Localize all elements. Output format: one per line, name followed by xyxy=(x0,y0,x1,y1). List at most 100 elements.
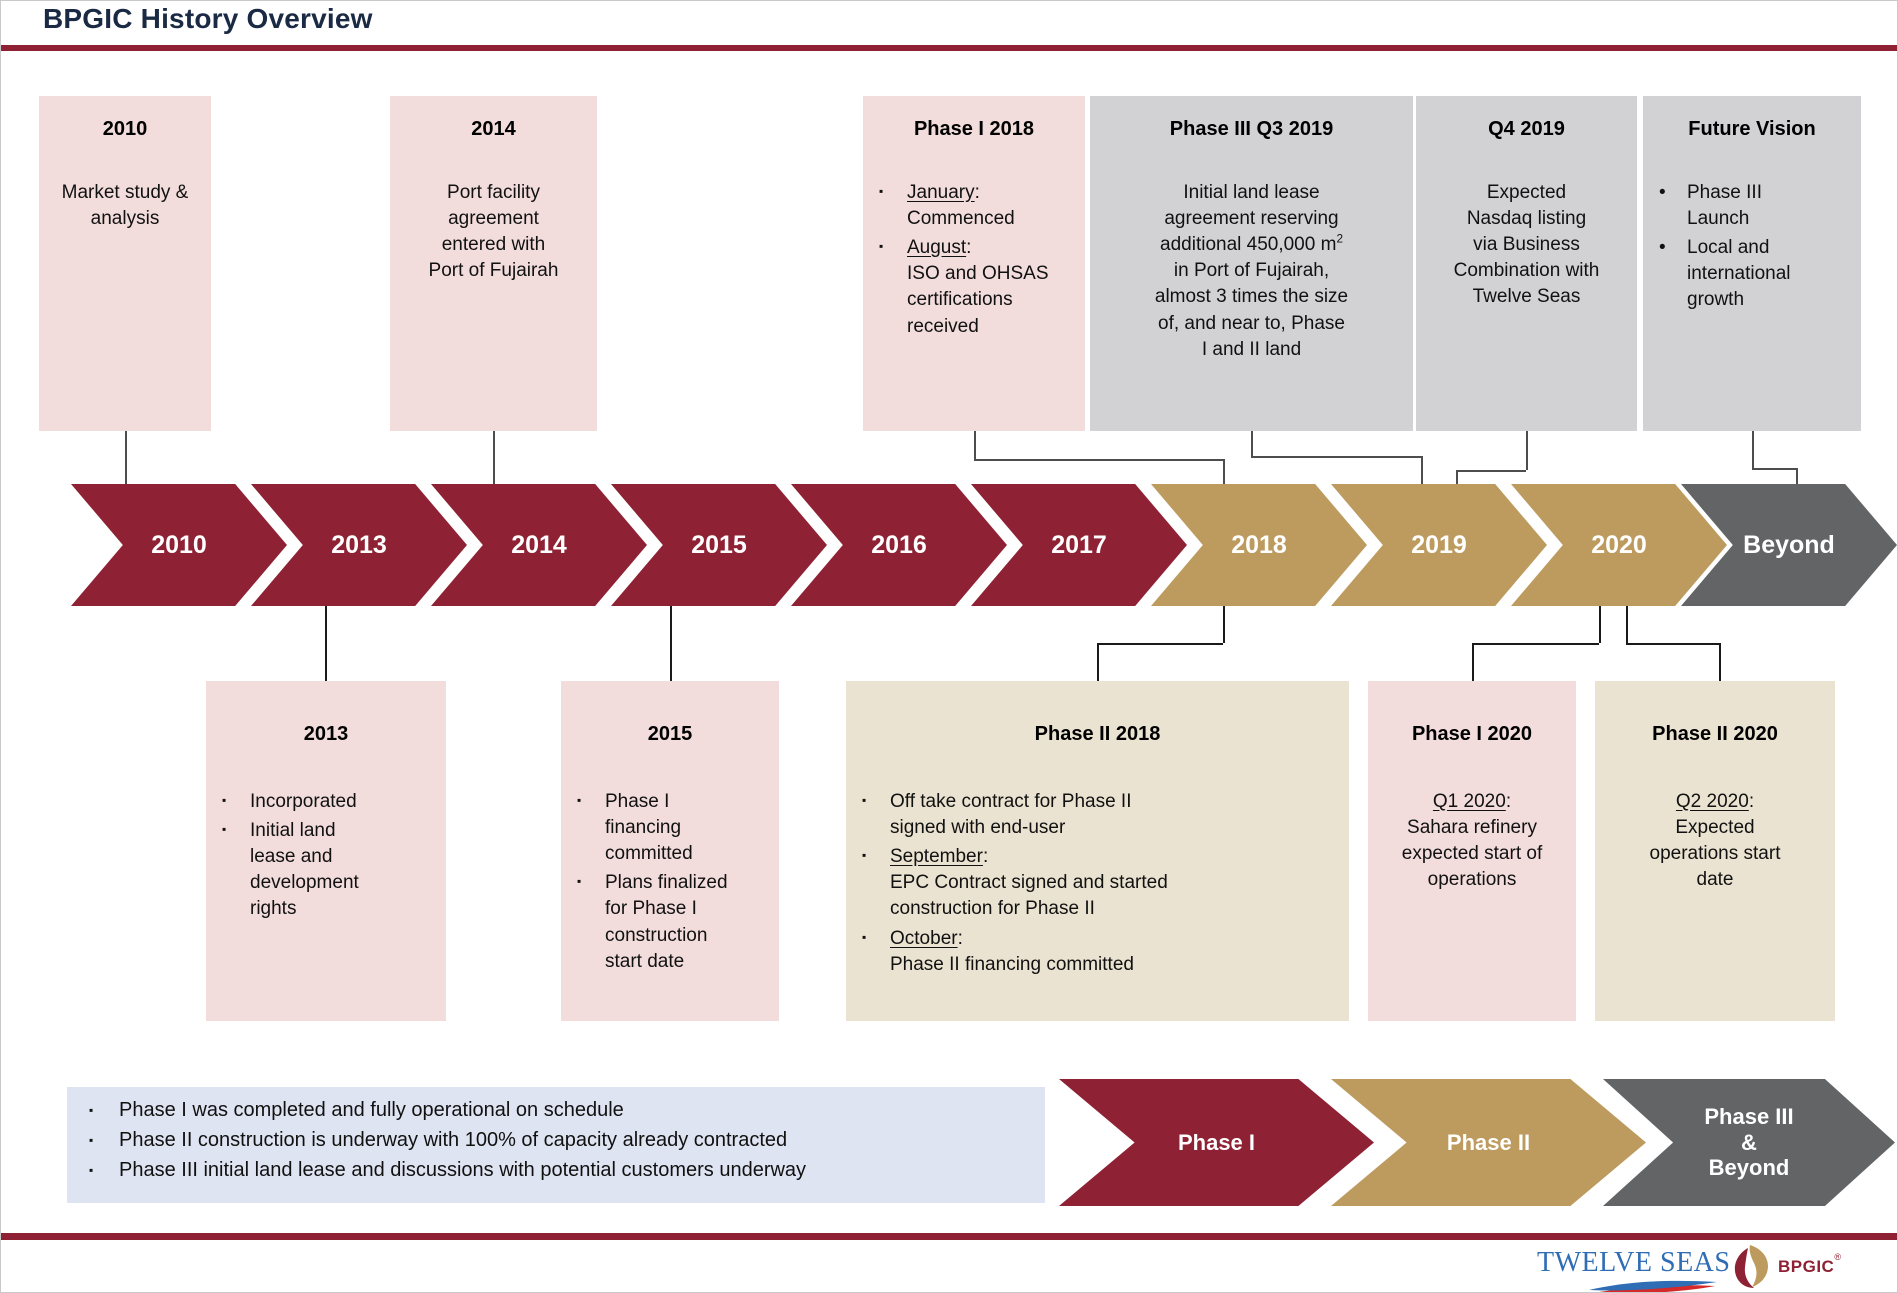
summary-bullet-text: Phase III initial land lease and discuss… xyxy=(119,1159,807,1181)
phase-arrow-3: Phase III & Beyond xyxy=(1603,1079,1895,1206)
phase-arrow-label: Phase III & Beyond xyxy=(1704,1103,1794,1181)
bullet-text: Initial land lease and development rights xyxy=(250,819,359,920)
timeline-chevron-label: 2020 xyxy=(1591,530,1647,559)
connector-line xyxy=(670,606,672,681)
bullet-text: January: Commenced xyxy=(907,181,1015,229)
summary-bullet: ▪ Phase II construction is underway with … xyxy=(89,1129,1035,1152)
bullet-text: Local and international growth xyxy=(1687,237,1791,311)
top-box-future_vision: Future Vision • Phase III Launch • Local and i… xyxy=(1643,96,1861,431)
connector-line xyxy=(1456,470,1526,472)
timeline-chevron-label: Beyond xyxy=(1743,530,1835,559)
bottom-box-phase1_2020-title: Phase I 2020 xyxy=(1411,723,1533,745)
top-box-q4_2019-title: Q4 2019 xyxy=(1488,118,1565,140)
connector-line xyxy=(1626,606,1628,643)
top-box-y2010-title: 2010 xyxy=(102,118,148,140)
summary-bullet: ▪ Phase I was completed and fully operati… xyxy=(89,1099,1035,1122)
bullet-marker: ▪ xyxy=(577,792,582,807)
top-box-phase1_2018-title: Phase I 2018 xyxy=(913,118,1035,140)
twelve-seas-logo: TWELVE SEAS xyxy=(1537,1247,1731,1292)
bottom-box-y2013-title: 2013 xyxy=(303,723,349,745)
bullet-item: ▪ Incorporated xyxy=(222,789,440,815)
bottom-box-phase2_2018: Phase II 2018 ▪ Off take contract for Phas… xyxy=(846,681,1349,1021)
summary-list: ▪ Phase I was completed and fully operati… xyxy=(89,1099,1035,1182)
bullet-item: ▪ August: ISO and OHSAS certifications rec… xyxy=(879,235,1079,340)
bpgic-logo-text: BPGIC xyxy=(1778,1257,1835,1276)
bullet-marker: ▪ xyxy=(862,792,867,807)
connector-line xyxy=(1719,643,1721,681)
twelve-seas-logo-text: TWELVE SEAS xyxy=(1537,1247,1731,1278)
connector-line xyxy=(1472,643,1474,681)
bullet-item: ▪ September: EPC Contract signed and start… xyxy=(862,844,1343,923)
connector-line xyxy=(1097,643,1099,681)
timeline-chevron-label: 2019 xyxy=(1411,530,1467,559)
bullet-text: October: Phase II financing committed xyxy=(890,927,1134,975)
top-box-q4_2019: Q4 2019 Expected Nasdaq listing via Busines… xyxy=(1416,96,1637,431)
timeline-chevron-label: 2013 xyxy=(331,530,387,559)
top-box-phase3_q3_2019-text: Initial land lease agreement reserving add… xyxy=(1154,181,1349,360)
bottom-box-y2015-title: 2015 xyxy=(647,723,693,745)
bottom-box-y2013-bullets: ▪ Incorporated ▪ Initial land lease and devel… xyxy=(206,789,446,923)
bottom-box-phase1_2020: Phase I 2020 Q1 2020: Sahara refinery expec… xyxy=(1368,681,1576,1021)
timeline-chevron-label: 2014 xyxy=(511,530,567,559)
connector-line xyxy=(1599,606,1601,643)
top-box-y2014-text: Port facility agreement entered with Port o… xyxy=(428,181,559,282)
connector-line xyxy=(974,459,1223,461)
timeline-chevron-2010: 2010 xyxy=(71,484,287,606)
top-box-phase1_2018-bullets: ▪ January: Commenced ▪ August: ISO and OHSAS … xyxy=(863,180,1085,340)
bullet-marker: ▪ xyxy=(89,1103,94,1117)
timeline-chevron-2020: 2020 xyxy=(1511,484,1727,606)
top-box-q4_2019-text: Expected Nasdaq listing via Business Combin… xyxy=(1453,181,1600,308)
top-box-phase3_q3_2019-title: Phase III Q3 2019 xyxy=(1169,118,1334,140)
top-box-y2010-text: Market study & analysis xyxy=(61,181,189,229)
timeline-chevron-label: 2017 xyxy=(1051,530,1107,559)
connector-line xyxy=(1752,468,1796,470)
summary-bullet: ▪ Phase III initial land lease and discus… xyxy=(89,1159,1035,1182)
bullet-text: September: EPC Contract signed and starte… xyxy=(890,846,1168,920)
summary-bullet-text: Phase II construction is underway with 1… xyxy=(119,1129,788,1151)
bullet-marker: ▪ xyxy=(89,1163,94,1177)
summary-bullet-text: Phase I was completed and fully operatio… xyxy=(119,1099,624,1121)
bottom-box-phase1_2020-text: Q1 2020: Sahara refinery expected start of… xyxy=(1401,790,1543,891)
connector-line xyxy=(493,431,495,484)
timeline-chevron-label: 2016 xyxy=(871,530,927,559)
connector-line xyxy=(1626,643,1719,645)
bullet-marker: ▪ xyxy=(222,792,227,807)
phase-arrow-label: Phase I xyxy=(1177,1129,1256,1155)
connector-line xyxy=(1223,606,1225,643)
page-title: BPGIC History Overview xyxy=(43,3,373,34)
connector-line xyxy=(1251,431,1253,456)
phase-arrow-2: Phase II xyxy=(1331,1079,1646,1206)
bottom-box-phase2_2020-title: Phase II 2020 xyxy=(1652,723,1778,745)
bullet-marker: ▪ xyxy=(222,821,227,836)
bullet-marker: ▪ xyxy=(577,874,582,889)
connector-line xyxy=(1251,456,1421,458)
bullet-item: • Local and international growth xyxy=(1659,235,1855,314)
connector-line xyxy=(1472,643,1599,645)
bullet-item: ▪ Off take contract for Phase II signed wi… xyxy=(862,789,1343,841)
connector-line xyxy=(1421,456,1423,485)
connector-line xyxy=(974,431,976,459)
bullet-marker: ▪ xyxy=(89,1133,94,1147)
bullet-item: • Phase III Launch xyxy=(1659,180,1855,232)
phase-arrow-label: Phase II xyxy=(1446,1129,1531,1155)
bpgic-registered-mark: ® xyxy=(1834,1252,1841,1262)
bullet-item: ▪ Initial land lease and development rights xyxy=(222,818,440,923)
bottom-box-phase2_2018-title: Phase II 2018 xyxy=(1034,723,1161,745)
bpgic-flame-icon xyxy=(1734,1245,1768,1288)
top-box-y2010: 2010 Market study & analysis xyxy=(39,96,211,431)
bullet-item: ▪ January: Commenced xyxy=(879,180,1079,232)
bullet-marker: ▪ xyxy=(862,929,867,944)
bottom-box-y2013: 2013 ▪ Incorporated ▪ Initial land lease and d… xyxy=(206,681,446,1021)
bullet-text: Incorporated xyxy=(250,790,357,812)
top-box-phase1_2018: Phase I 2018 ▪ January: Commenced ▪ August: IS… xyxy=(863,96,1085,431)
top-box-future_vision-title: Future Vision xyxy=(1688,118,1816,140)
bullet-text: Off take contract for Phase II signed wit… xyxy=(890,790,1132,838)
summary-box: ▪ Phase I was completed and fully operati… xyxy=(67,1087,1045,1203)
bottom-box-phase2_2020-text: Q2 2020: Expected operations start date xyxy=(1649,790,1781,891)
